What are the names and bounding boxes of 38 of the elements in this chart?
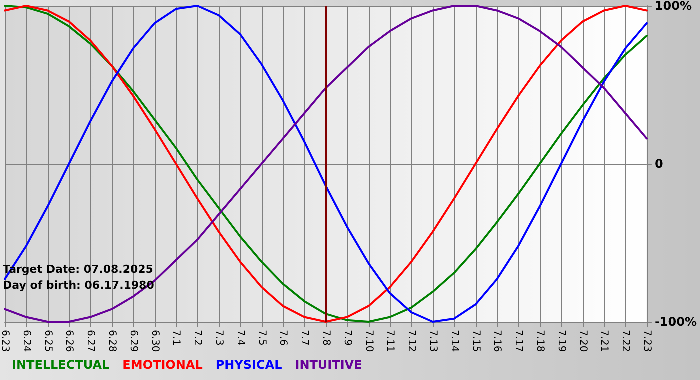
x-tick-label: 6.27 <box>85 330 96 352</box>
x-tick-label: 7.15 <box>470 330 482 352</box>
x-tick-label: 7.14 <box>448 330 460 352</box>
x-tick-label: 7.13 <box>427 330 438 352</box>
text: EMOTIONAL <box>122 358 204 372</box>
x-tick-label: 7.10 <box>363 330 374 352</box>
x-tick-label: 7.20 <box>577 330 588 352</box>
x-tick-label: 7.1 <box>170 330 182 346</box>
x-tick-label: 7.5 <box>256 330 268 346</box>
x-tick-label: 6.26 <box>64 330 75 352</box>
x-tick-label: 6.29 <box>128 330 139 352</box>
x-tick-label: 7.18 <box>534 330 546 352</box>
x-tick-label: 7.4 <box>234 330 246 346</box>
x-tick-label: 7.8 <box>320 330 332 346</box>
x-tick-label: 7.17 <box>513 330 524 352</box>
x-tick-label: 6.25 <box>42 330 54 352</box>
y-tick-label: 0 <box>654 157 664 171</box>
x-tick-label: 7.7 <box>299 330 310 346</box>
text: INTUITIVE <box>295 358 362 372</box>
text: INTELLECTUAL <box>12 358 110 372</box>
x-tick-label: 7.21 <box>598 330 610 352</box>
x-tick-label: 6.24 <box>20 330 32 352</box>
x-tick-label: 7.6 <box>278 330 289 346</box>
y-tick-label: -100% <box>654 315 698 329</box>
y-tick-label: 100% <box>654 0 692 13</box>
x-tick-label: 7.12 <box>406 330 418 352</box>
x-tick-label: 7.9 <box>342 330 353 346</box>
x-tick-label: 7.16 <box>492 330 503 352</box>
x-tick-label: 6.30 <box>149 330 160 352</box>
x-tick-label: 7.22 <box>620 330 632 352</box>
x-tick-label: 6.23 <box>0 330 10 352</box>
text: PHYSICAL <box>216 358 283 372</box>
x-tick-label: 7.11 <box>384 330 396 352</box>
x-tick-label: 7.3 <box>213 330 224 346</box>
x-tick-label: 7.19 <box>556 330 567 352</box>
x-tick-label: 7.2 <box>192 330 204 346</box>
x-tick-label: 6.28 <box>106 330 118 352</box>
x-tick-label: 7.23 <box>641 330 652 352</box>
